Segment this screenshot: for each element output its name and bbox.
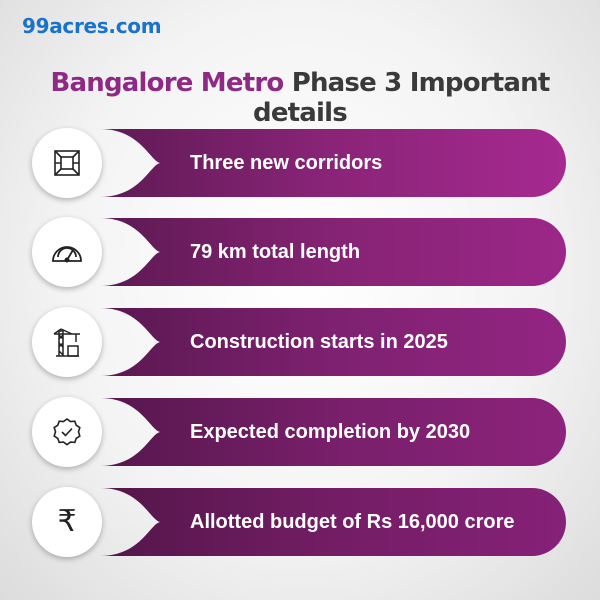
speedometer-icon [32, 217, 102, 287]
info-row-length: 79 km total length [0, 214, 600, 290]
item-label: Construction starts in 2025 [190, 331, 448, 353]
crane-icon [32, 307, 102, 377]
row-banner [100, 218, 566, 286]
item-label: Allotted budget of Rs 16,000 crore [190, 511, 515, 533]
row-banner [100, 129, 566, 197]
title-highlight: Bangalore Metro [50, 68, 285, 98]
row-banner [100, 398, 566, 466]
info-row-construction: Construction starts in 2025 [0, 304, 600, 380]
info-row-completion: Expected completion by 2030 [0, 394, 600, 470]
title-rest: Phase 3 Important details [253, 68, 550, 128]
info-row-budget: ₹ Allotted budget of Rs 16,000 crore [0, 484, 600, 560]
check-badge-icon [32, 397, 102, 467]
row-banner [100, 488, 566, 556]
brand-logo: 99acres.com [22, 14, 162, 38]
item-label: Expected completion by 2030 [190, 421, 471, 443]
row-banner [100, 308, 566, 376]
item-label: Three new corridors [190, 152, 383, 174]
page-title: Bangalore Metro Phase 3 Important detail… [0, 68, 600, 128]
rupee-glyph: ₹ [57, 504, 77, 539]
info-row-corridors: Three new corridors [0, 125, 600, 201]
item-label: 79 km total length [190, 241, 361, 263]
map-icon [32, 128, 102, 198]
rupee-icon: ₹ [32, 487, 102, 557]
